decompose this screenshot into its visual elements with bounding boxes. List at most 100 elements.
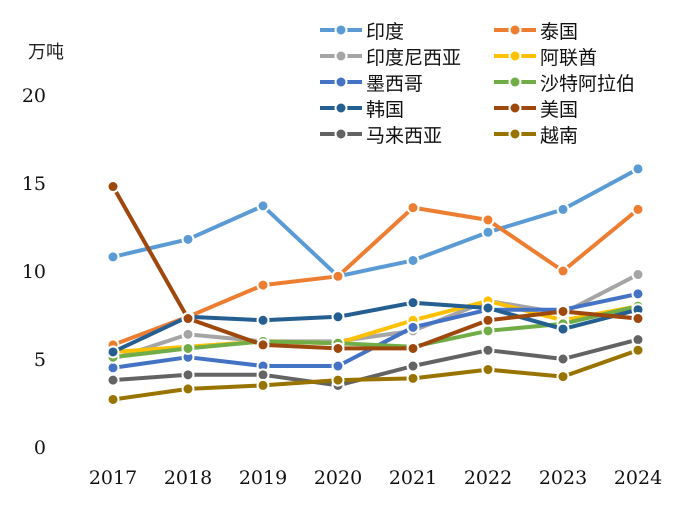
x-tick-label: 2023 (539, 467, 587, 489)
data-point (406, 359, 420, 373)
data-point (181, 312, 195, 326)
data-point (556, 202, 570, 216)
legend-item: 越南 (492, 122, 579, 147)
data-point (556, 370, 570, 384)
y-axis-unit-label: 万吨 (28, 42, 64, 63)
data-point (406, 296, 420, 310)
series-10 (106, 343, 645, 406)
data-point (106, 345, 120, 359)
legend-swatch (320, 23, 362, 37)
legend-item: 马来西亚 (318, 122, 443, 147)
data-point (331, 359, 345, 373)
series-line (112, 205, 640, 347)
series-line (112, 167, 639, 279)
data-point (481, 301, 495, 315)
data-point (406, 253, 420, 267)
legend-label: 沙特阿拉伯 (540, 72, 636, 95)
legend-swatch (320, 49, 362, 63)
data-point (181, 382, 195, 396)
x-tick-label: 2021 (389, 467, 437, 489)
data-point (631, 202, 645, 216)
x-tick-label: 2019 (239, 467, 287, 489)
data-point (556, 322, 570, 336)
legend-label: 美国 (540, 98, 579, 121)
y-tick-label: 10 (22, 261, 46, 283)
legend-swatch (494, 101, 536, 115)
legend-label: 阿联酋 (540, 46, 598, 69)
series-layer (106, 162, 645, 406)
y-tick-label: 15 (22, 173, 46, 195)
data-point (331, 341, 345, 355)
legend-item: 印度尼西亚 (318, 44, 461, 69)
y-tick-label: 5 (34, 349, 46, 371)
series-line (112, 337, 639, 388)
data-point (481, 313, 495, 327)
data-point (256, 199, 270, 213)
axis-layer: 0 5 10 15 20 2017 2018 2019 2020 2021 2022 2023 2024 (22, 85, 662, 489)
legend-swatch (494, 127, 536, 141)
data-point (106, 373, 120, 387)
data-point (181, 232, 195, 246)
data-point (631, 268, 645, 282)
x-tick-label: 2018 (164, 467, 212, 489)
x-tick-label: 2020 (314, 467, 362, 489)
legend-label: 印度 (366, 20, 405, 43)
series-line (111, 185, 639, 351)
legend-swatch (320, 101, 362, 115)
legend-swatch (494, 23, 536, 37)
legend-item: 印度 (318, 18, 405, 43)
data-point (406, 201, 420, 215)
data-point (181, 368, 195, 382)
data-point (256, 338, 270, 352)
data-point (631, 333, 645, 347)
legend-item: 沙特阿拉伯 (492, 70, 636, 95)
data-point (106, 180, 120, 194)
legend-swatch (320, 127, 362, 141)
data-point (256, 378, 270, 392)
series-1 (106, 162, 645, 283)
data-point (631, 312, 645, 326)
legend-item: 阿联酋 (492, 44, 598, 69)
data-point (406, 320, 420, 334)
data-point (106, 392, 120, 406)
data-point (631, 162, 645, 176)
data-point (631, 343, 645, 357)
series-line (112, 300, 639, 354)
data-point (631, 287, 645, 301)
legend-swatch (494, 75, 536, 89)
x-tick-label: 2022 (464, 467, 512, 489)
data-point (106, 250, 120, 264)
data-point (256, 278, 270, 292)
data-point (331, 373, 345, 387)
y-tick-label: 0 (34, 437, 46, 459)
legend-item: 泰国 (492, 18, 579, 43)
data-point (481, 363, 495, 377)
legend-item: 韩国 (318, 96, 404, 121)
legend-label: 越南 (540, 124, 579, 147)
data-point (556, 264, 570, 278)
legend-label: 泰国 (540, 20, 579, 43)
legend-label: 马来西亚 (366, 124, 443, 147)
data-point (481, 324, 495, 338)
data-point (406, 341, 420, 355)
data-point (481, 213, 495, 227)
data-point (406, 371, 420, 385)
x-tick-label: 2017 (89, 467, 137, 489)
series-line (112, 348, 639, 402)
data-point (181, 341, 195, 355)
series-8 (106, 180, 645, 355)
data-point (256, 368, 270, 382)
legend: 印度 泰国印度尼西亚 阿联酋墨西哥 沙特阿拉伯韩国 美国马来西亚 越南 (0, 0, 698, 160)
data-point (331, 269, 345, 283)
data-point (481, 225, 495, 239)
data-point (256, 313, 270, 327)
data-point (331, 310, 345, 324)
legend-swatch (320, 75, 362, 89)
data-point (481, 343, 495, 357)
legend-label: 墨西哥 (366, 72, 424, 95)
legend-item: 墨西哥 (318, 70, 424, 95)
data-point (106, 361, 120, 375)
data-point (181, 327, 195, 341)
x-tick-label: 2024 (614, 467, 662, 489)
